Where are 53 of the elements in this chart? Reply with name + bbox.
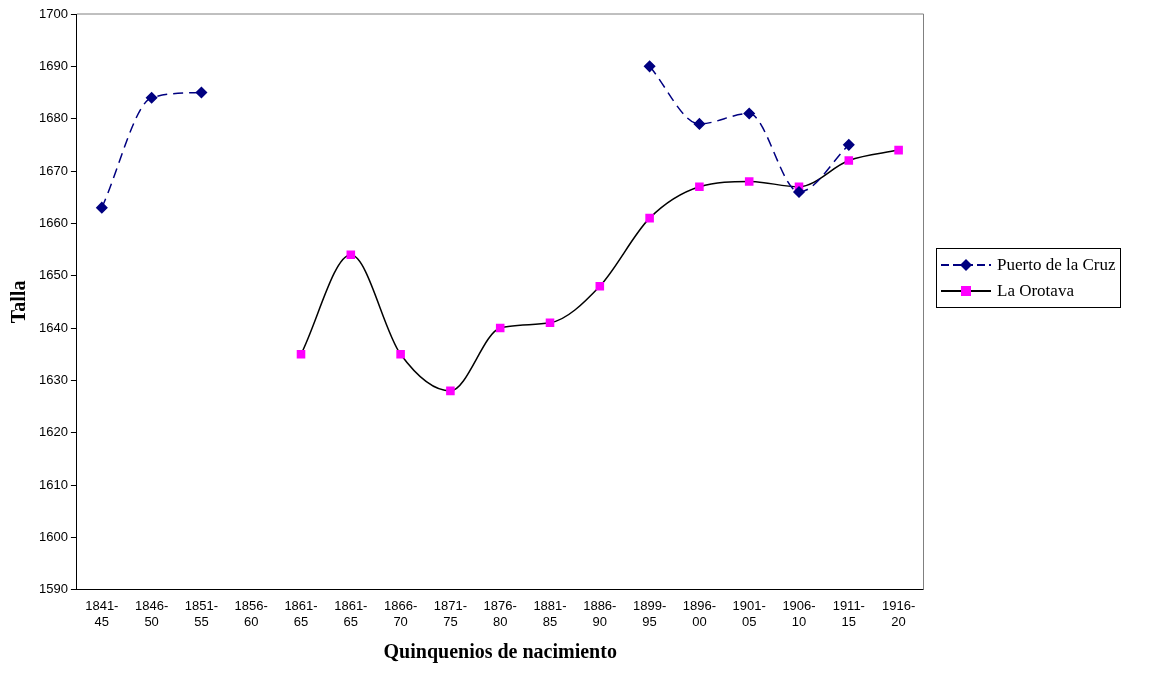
x-tick-label: 1911-15 (832, 598, 865, 629)
point (396, 349, 405, 359)
y-tick-label: 1680 (39, 110, 68, 126)
x-tick-label: 1906-10 (782, 598, 816, 629)
point (645, 213, 654, 223)
point (346, 250, 356, 260)
y-tick-label: 1650 (39, 267, 68, 283)
x-tick-label: 1899-95 (632, 598, 667, 629)
x-tick-label: 1861-65 (334, 598, 368, 629)
y-tick-label: 1700 (39, 5, 68, 21)
point (894, 145, 903, 155)
x-tick-label: 1856-60 (234, 598, 268, 629)
x-tick-label: 1876-80 (483, 598, 517, 629)
x-tick-label: 1846-50 (134, 598, 169, 629)
x-tick-label: 1881-85 (533, 598, 567, 629)
x-tick-label: 1886-90 (583, 598, 617, 629)
x-tick-label: 1851-55 (184, 598, 219, 629)
y-tick-label: 1590 (39, 581, 68, 597)
x-tick-label: 1896-00 (682, 598, 717, 629)
point (843, 139, 855, 151)
x-tick-label: 1861-65 (284, 598, 318, 629)
x-tick-label: 1916-20 (881, 598, 916, 629)
point (643, 60, 656, 73)
point (195, 86, 208, 99)
point (744, 177, 754, 186)
y-tick-label: 1610 (39, 476, 68, 492)
x-tick-label: 1901-05 (732, 598, 766, 629)
point (446, 386, 455, 396)
point (145, 92, 158, 104)
point (695, 182, 704, 192)
y-tick-label: 1690 (39, 57, 68, 73)
point (595, 281, 605, 291)
y-tick-label: 1630 (39, 372, 68, 387)
y-tick-label: 1660 (39, 214, 68, 230)
x-tick-label: 1841-45 (85, 598, 119, 629)
y-tick-label: 1600 (39, 529, 68, 545)
legend-label: La Orotava (997, 281, 1074, 301)
point (693, 118, 706, 130)
point (96, 201, 108, 214)
point (296, 349, 306, 359)
y-axis-title: Talla (7, 280, 30, 324)
y-tick-label: 1640 (39, 319, 68, 335)
x-tick-label: 1866-70 (383, 598, 418, 629)
point (844, 156, 854, 165)
point (495, 323, 505, 333)
y-tick-label: 1620 (39, 424, 68, 440)
y-tick-label: 1670 (39, 162, 68, 178)
point (545, 318, 555, 328)
point (743, 107, 755, 120)
point (793, 186, 805, 198)
x-axis-title: Quinquenios de nacimiento (383, 640, 617, 664)
x-tick-label: 1871-75 (433, 598, 468, 629)
legend-label: Puerto de la Cruz (997, 255, 1116, 275)
